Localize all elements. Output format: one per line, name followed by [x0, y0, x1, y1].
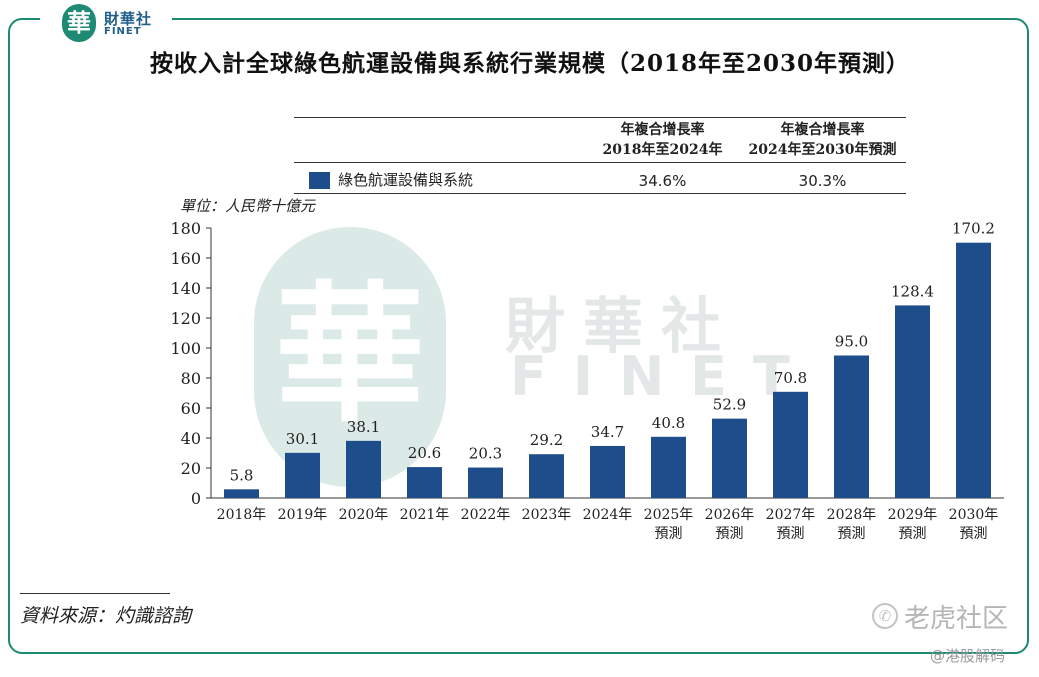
chart-title: 按收入計全球綠色航運設備與系統行業規模（2018年至2030年預測）: [150, 50, 911, 77]
table-header-cagr-hist-line2: 2018年至2024年: [602, 142, 723, 158]
table-bottom-rule: [294, 193, 906, 194]
community-watermark: 老虎社区: [870, 598, 1008, 635]
x-tick-label: 預測: [716, 526, 744, 542]
cagr-forecast-value: 30.3%: [798, 172, 847, 190]
chart-frame: [8, 18, 1029, 654]
bar: [407, 467, 442, 498]
y-tick-label: 40: [181, 429, 201, 448]
data-label: 128.4: [891, 282, 934, 300]
bar: [224, 489, 259, 498]
data-label: 20.3: [469, 445, 502, 463]
bar: [285, 452, 320, 498]
watermark-cn: 財華社: [505, 292, 739, 362]
logo-badge-icon: 華: [62, 4, 96, 42]
x-tick-label: 預測: [960, 526, 988, 542]
y-tick-label: 20: [181, 459, 201, 478]
y-tick-label: 120: [170, 309, 201, 328]
y-tick-label: 60: [181, 399, 201, 418]
legend-swatch: [309, 172, 330, 189]
community-watermark-text: 老虎社区: [904, 604, 1009, 634]
x-tick-label: 2020年: [339, 507, 389, 523]
bar: [956, 242, 991, 498]
data-label: 52.9: [713, 396, 746, 414]
x-tick-label: 2025年: [644, 507, 694, 523]
watermark-badge: 華: [274, 267, 425, 443]
source-rule: [20, 593, 170, 594]
x-tick-label: 2021年: [400, 507, 450, 523]
table-header-cagr-forecast-line1: 年複合增長率: [780, 122, 865, 138]
y-tick-label: 100: [170, 339, 201, 358]
x-tick-label: 2018年: [217, 507, 267, 523]
table-top-rule: [294, 117, 906, 118]
data-label: 40.8: [652, 414, 685, 432]
x-tick-label: 2026年: [705, 507, 755, 523]
x-tick-label: 2024年: [583, 507, 633, 523]
data-label: 29.2: [530, 431, 563, 449]
bar: [895, 305, 930, 498]
x-tick-label: 2027年: [766, 507, 816, 523]
table-header-cagr-hist-line1: 年複合增長率: [620, 122, 705, 138]
data-label: 30.1: [286, 430, 319, 448]
bar: [834, 355, 869, 498]
x-tick-label: 2029年: [888, 507, 938, 523]
x-tick-label: 2019年: [278, 507, 328, 523]
bar: [712, 418, 747, 498]
x-tick-label: 預測: [899, 526, 927, 542]
table-header-rule: [294, 162, 906, 163]
y-tick-label: 80: [181, 369, 201, 388]
bar: [346, 440, 381, 498]
y-tick-label: 160: [170, 249, 201, 268]
cagr-hist-value: 34.6%: [638, 172, 687, 190]
bar: [590, 445, 625, 498]
unit-label: 單位：人民幣十億元: [180, 197, 316, 215]
x-tick-label: 預測: [838, 526, 866, 542]
data-label: 70.8: [774, 369, 807, 387]
table-header-cagr-hist: 年複合增長率 2018年至2024年: [600, 120, 725, 160]
x-tick-label: 2022年: [461, 507, 511, 523]
table-header-cagr-forecast: 年複合增長率 2024年至2030年預測: [735, 120, 910, 160]
legend-label: 綠色航運設備與系統: [338, 171, 474, 189]
data-label: 38.1: [347, 418, 380, 436]
data-label: 20.6: [408, 444, 441, 462]
x-tick-label: 2023年: [522, 507, 572, 523]
x-tick-label: 預測: [777, 526, 805, 542]
y-tick-label: 140: [170, 279, 201, 298]
community-handle: @港股解码: [930, 647, 1006, 665]
watermark-en: FINET: [510, 345, 816, 408]
x-tick-label: 2030年: [949, 507, 999, 523]
bar: [468, 467, 503, 498]
source-note: 資料來源：灼識諮詢: [20, 605, 192, 627]
data-label: 5.8: [230, 466, 254, 484]
bar: [773, 391, 808, 498]
x-tick-label: 2028年: [827, 507, 877, 523]
data-label: 34.7: [591, 423, 624, 441]
x-tick-label: 預測: [655, 526, 683, 542]
bar: [651, 436, 686, 498]
data-label: 170.2: [952, 220, 995, 238]
y-tick-label: 0: [191, 489, 201, 508]
y-tick-label: 180: [170, 219, 201, 238]
table-header-cagr-forecast-line2: 2024年至2030年預測: [748, 142, 897, 158]
logo-name-en: FINET: [104, 26, 142, 37]
bar: [529, 454, 564, 498]
community-logo-icon: ✆: [872, 603, 898, 629]
logo-name-cn: 財華社: [104, 10, 153, 28]
data-label: 95.0: [835, 333, 868, 351]
